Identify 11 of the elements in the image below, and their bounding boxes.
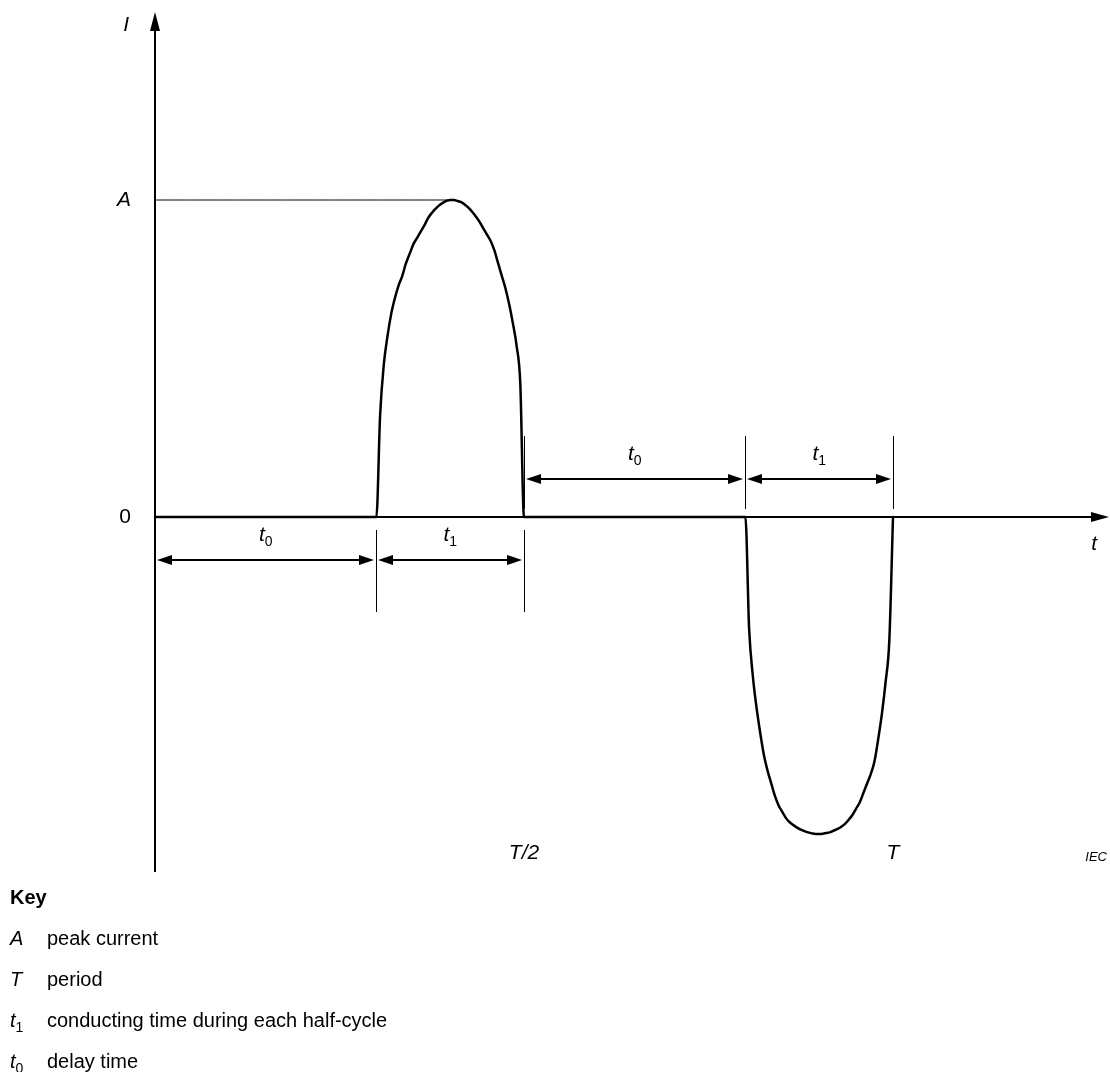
text: Key: [10, 885, 48, 910]
text: t: [1091, 530, 1099, 554]
x-tick-label: T/2: [508, 840, 540, 864]
text: I: [123, 11, 130, 35]
text: T period: [10, 968, 103, 990]
series-label: A: [114, 186, 132, 210]
text: t$_{1}$ conducting time during each half-cycle: [10, 1009, 388, 1035]
x-tick-label: T: [886, 840, 902, 864]
text: IEC: [1085, 849, 1107, 864]
text: 0: [119, 503, 132, 527]
text: A peak current: [10, 926, 159, 951]
